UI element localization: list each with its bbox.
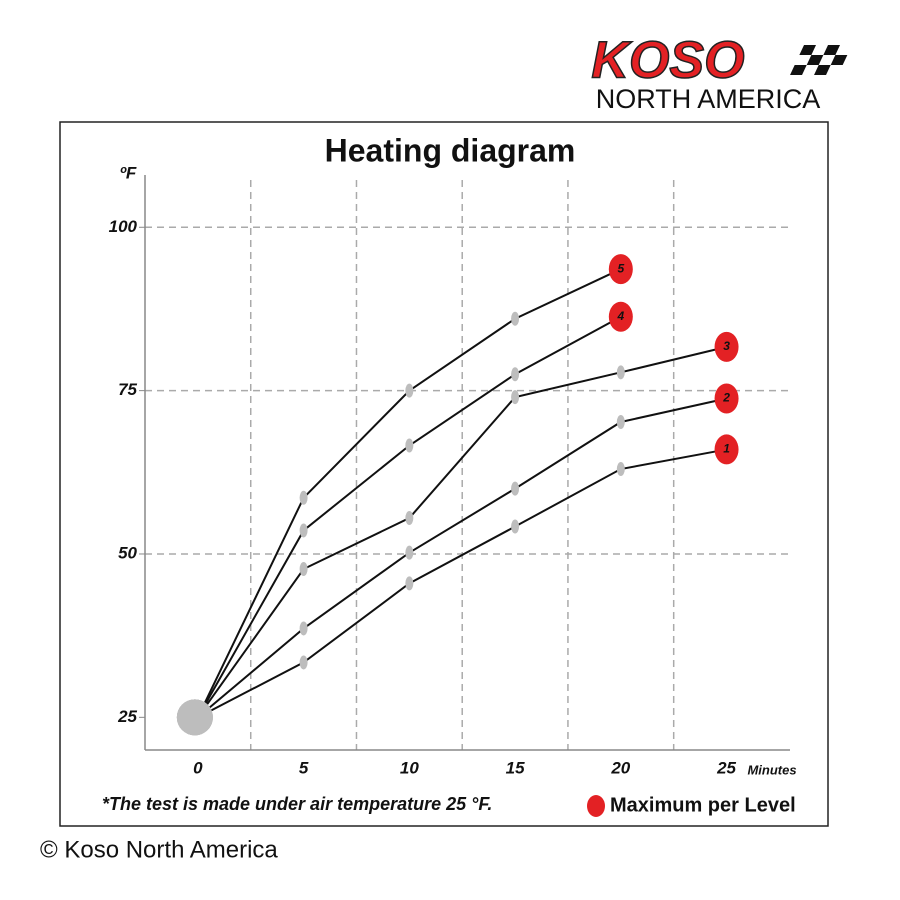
plot-area: 25 50 75 100 0 5 10 15 20 25 1 2 3 4 5 — [109, 175, 790, 777]
max-point — [608, 301, 633, 332]
series-label: 5 — [617, 261, 624, 275]
point — [616, 365, 625, 380]
series-label: 1 — [723, 442, 730, 456]
max-point — [714, 383, 739, 414]
max-point — [714, 331, 739, 362]
logo-brand: KOSO — [591, 32, 744, 90]
x-tick-label: 5 — [299, 758, 309, 777]
y-tick-label: 75 — [118, 380, 137, 399]
point — [511, 367, 520, 382]
y-tick-label: 25 — [117, 707, 137, 726]
x-tick-label: 10 — [400, 758, 419, 777]
point — [299, 562, 308, 577]
point — [405, 576, 414, 591]
point — [616, 414, 625, 429]
point — [511, 519, 520, 534]
max-point — [608, 254, 633, 285]
x-tick-label: 15 — [506, 758, 525, 777]
x-tick-label: 0 — [193, 758, 203, 777]
point — [405, 383, 414, 398]
point — [299, 523, 308, 538]
point — [511, 481, 520, 496]
point — [299, 621, 308, 636]
logo: KOSO NORTH AMERICA — [591, 31, 848, 114]
start-point — [176, 699, 213, 736]
chart-title: Heating diagram — [325, 132, 576, 168]
point — [405, 511, 414, 526]
series-line — [197, 448, 727, 719]
series-label: 2 — [722, 391, 730, 405]
note: *The test is made under air temperature … — [102, 794, 492, 814]
x-tick-label: 25 — [716, 758, 736, 777]
chart-frame — [59, 121, 829, 827]
series-line — [196, 268, 622, 718]
x-axis-label: Minutes — [747, 762, 796, 777]
point — [616, 462, 625, 477]
point — [405, 438, 414, 453]
series-label: 4 — [616, 309, 624, 323]
point — [405, 545, 414, 560]
point — [299, 655, 308, 670]
legend-label: Maximum per Level — [610, 794, 796, 816]
y-tick-label: 50 — [118, 543, 137, 562]
max-point — [714, 434, 739, 465]
point — [511, 311, 520, 326]
point — [299, 490, 308, 505]
logo-subtitle: NORTH AMERICA — [596, 84, 821, 114]
copyright: © Koso North America — [40, 836, 278, 863]
y-axis-label: ºF — [120, 163, 137, 182]
series-line — [197, 397, 727, 719]
x-tick-label: 20 — [610, 758, 630, 777]
series-label: 3 — [723, 339, 730, 353]
y-tick-label: 100 — [109, 217, 138, 236]
logo-flag — [790, 45, 848, 75]
legend-marker — [587, 795, 605, 817]
point — [511, 390, 520, 405]
series-line — [197, 345, 727, 718]
